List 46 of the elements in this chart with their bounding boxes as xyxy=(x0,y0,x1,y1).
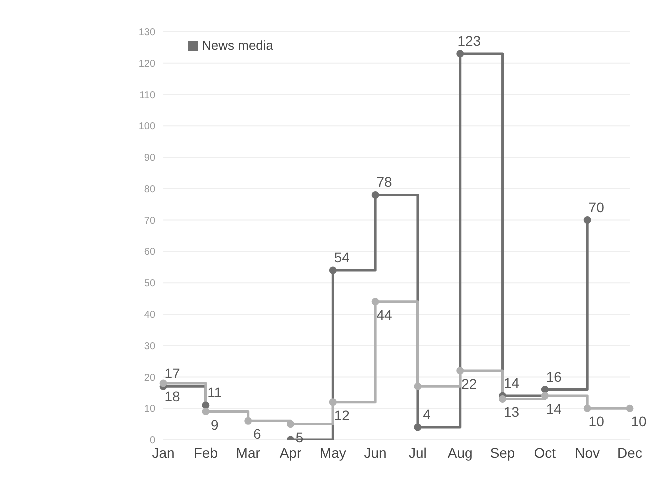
y-tick-label: 80 xyxy=(144,184,156,196)
legend-label: News media xyxy=(201,38,274,53)
data-label: 6 xyxy=(253,426,262,442)
x-tick-label: Sep xyxy=(490,444,516,461)
data-label: 4 xyxy=(423,406,432,422)
y-tick-label: 50 xyxy=(144,278,156,290)
x-tick-label: Nov xyxy=(575,444,600,461)
y-tick-label: 60 xyxy=(144,247,156,258)
data-label: 10 xyxy=(631,414,647,430)
y-tick-label: 90 xyxy=(144,153,156,164)
y-tick-label: 100 xyxy=(138,122,156,133)
y-tick-label: 130 xyxy=(138,28,156,39)
x-tick-label: May xyxy=(320,444,346,461)
data-label: 22 xyxy=(462,376,478,392)
x-tick-label: Oct xyxy=(534,444,556,461)
data-label: 11 xyxy=(208,384,222,400)
x-tick-label: Feb xyxy=(194,444,218,461)
data-label: 13 xyxy=(504,404,520,420)
y-tick-label: 70 xyxy=(144,216,156,227)
data-label: 10 xyxy=(588,414,605,430)
data-label: 18 xyxy=(164,388,181,405)
data-label: 12 xyxy=(334,407,350,424)
y-tick-label: 30 xyxy=(144,341,156,352)
data-label: 54 xyxy=(334,250,350,266)
y-tick-label: 0 xyxy=(150,436,156,447)
data-label: 9 xyxy=(211,416,220,433)
data-label: 123 xyxy=(458,32,482,49)
y-tick-label: 110 xyxy=(140,90,156,102)
y-tick-label: 10 xyxy=(144,404,156,416)
y-tick-label: 120 xyxy=(138,58,156,70)
y-tick-label: 20 xyxy=(144,372,156,384)
data-label: 16 xyxy=(546,368,562,385)
data-label: 14 xyxy=(546,401,562,418)
data-label: 17 xyxy=(164,366,181,382)
x-tick-label: Jul xyxy=(409,444,427,461)
x-tick-label: Apr xyxy=(280,444,302,461)
x-tick-label: Aug xyxy=(448,444,473,461)
data-label: 44 xyxy=(376,306,393,323)
data-label: 78 xyxy=(376,174,393,190)
x-tick-label: Jan xyxy=(152,444,175,461)
x-tick-label: Jun xyxy=(364,444,387,461)
data-label: 70 xyxy=(588,199,605,216)
x-tick-label: Mar xyxy=(236,444,261,461)
y-tick-label: 40 xyxy=(144,310,156,322)
x-tick-label: Dec xyxy=(618,444,642,461)
data-label: 14 xyxy=(504,375,520,392)
